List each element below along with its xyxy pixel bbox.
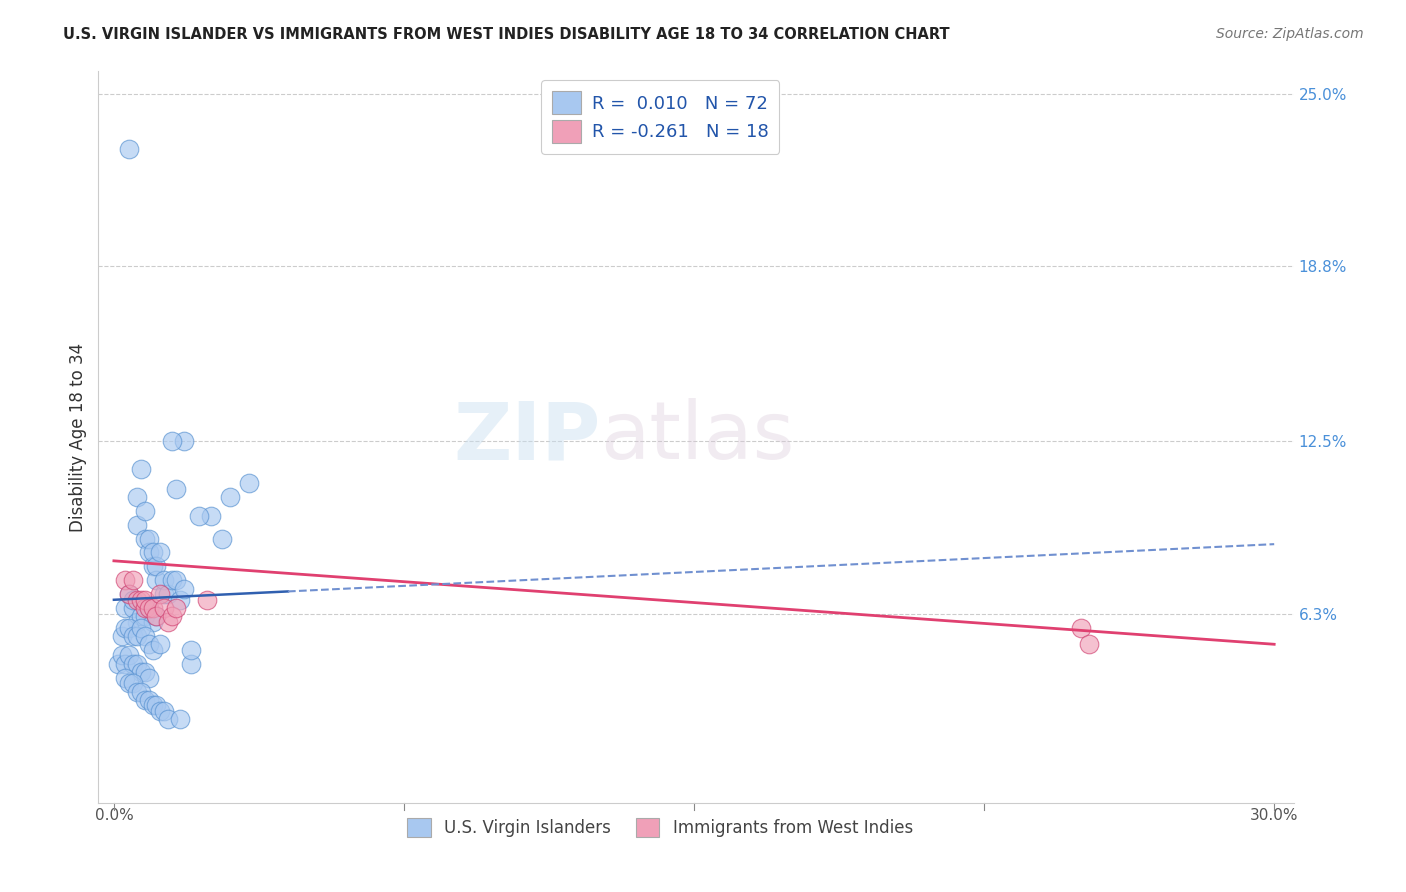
Point: [127, 490, 149, 504]
Point: [157, 615, 180, 629]
Point: [138, 671, 160, 685]
Point: [127, 615, 149, 629]
Point: [149, 704, 172, 718]
Point: [114, 574, 136, 588]
Point: [1070, 621, 1092, 635]
Point: [145, 609, 167, 624]
Point: [188, 509, 211, 524]
Point: [129, 621, 152, 635]
Y-axis label: Disability Age 18 to 34: Disability Age 18 to 34: [69, 343, 87, 532]
Text: ZIP: ZIP: [453, 398, 600, 476]
Point: [138, 637, 160, 651]
Point: [160, 574, 183, 588]
Point: [134, 665, 156, 679]
Point: [118, 621, 141, 635]
Point: [142, 643, 165, 657]
Point: [134, 532, 156, 546]
Point: [118, 587, 141, 601]
Point: [127, 517, 149, 532]
Point: [122, 574, 145, 588]
Text: U.S. VIRGIN ISLANDER VS IMMIGRANTS FROM WEST INDIES DISABILITY AGE 18 TO 34 CORR: U.S. VIRGIN ISLANDER VS IMMIGRANTS FROM …: [63, 27, 950, 42]
Point: [138, 545, 160, 559]
Point: [1077, 637, 1099, 651]
Point: [129, 665, 152, 679]
Point: [111, 629, 134, 643]
Point: [142, 601, 165, 615]
Point: [122, 657, 145, 671]
Point: [157, 587, 180, 601]
Point: [127, 657, 149, 671]
Point: [153, 601, 176, 615]
Point: [138, 601, 160, 615]
Point: [118, 648, 141, 663]
Point: [157, 712, 180, 726]
Point: [122, 601, 145, 615]
Point: [142, 698, 165, 713]
Point: [114, 601, 136, 615]
Point: [238, 475, 260, 490]
Point: [111, 648, 134, 663]
Point: [145, 559, 167, 574]
Point: [200, 509, 222, 524]
Point: [129, 462, 152, 476]
Text: Source: ZipAtlas.com: Source: ZipAtlas.com: [1216, 27, 1364, 41]
Point: [180, 657, 202, 671]
Point: [142, 559, 165, 574]
Point: [145, 574, 167, 588]
Point: [134, 609, 156, 624]
Point: [149, 587, 172, 601]
Point: [153, 704, 176, 718]
Point: [122, 629, 145, 643]
Point: [219, 490, 242, 504]
Point: [153, 587, 176, 601]
Point: [134, 504, 156, 518]
Point: [134, 592, 156, 607]
Point: [122, 592, 145, 607]
Point: [149, 545, 172, 559]
Point: [142, 615, 165, 629]
Point: [173, 434, 195, 449]
Text: atlas: atlas: [600, 398, 794, 476]
Point: [122, 676, 145, 690]
Point: [134, 601, 156, 615]
Point: [114, 621, 136, 635]
Point: [138, 693, 160, 707]
Point: [127, 629, 149, 643]
Point: [160, 609, 183, 624]
Point: [145, 698, 167, 713]
Point: [138, 601, 160, 615]
Point: [129, 684, 152, 698]
Point: [118, 587, 141, 601]
Point: [134, 693, 156, 707]
Point: [142, 545, 165, 559]
Point: [145, 609, 167, 624]
Point: [165, 482, 187, 496]
Point: [160, 434, 183, 449]
Point: [129, 609, 152, 624]
Point: [149, 637, 172, 651]
Point: [173, 582, 195, 596]
Point: [114, 657, 136, 671]
Point: [107, 657, 129, 671]
Point: [118, 676, 141, 690]
Point: [114, 671, 136, 685]
Point: [169, 712, 191, 726]
Point: [165, 574, 187, 588]
Point: [127, 592, 149, 607]
Point: [129, 592, 152, 607]
Point: [118, 142, 141, 156]
Point: [195, 592, 218, 607]
Point: [127, 684, 149, 698]
Point: [169, 592, 191, 607]
Point: [138, 532, 160, 546]
Point: [153, 574, 176, 588]
Point: [180, 643, 202, 657]
Legend: U.S. Virgin Islanders, Immigrants from West Indies: U.S. Virgin Islanders, Immigrants from W…: [399, 810, 921, 846]
Point: [165, 601, 187, 615]
Point: [134, 629, 156, 643]
Point: [211, 532, 233, 546]
